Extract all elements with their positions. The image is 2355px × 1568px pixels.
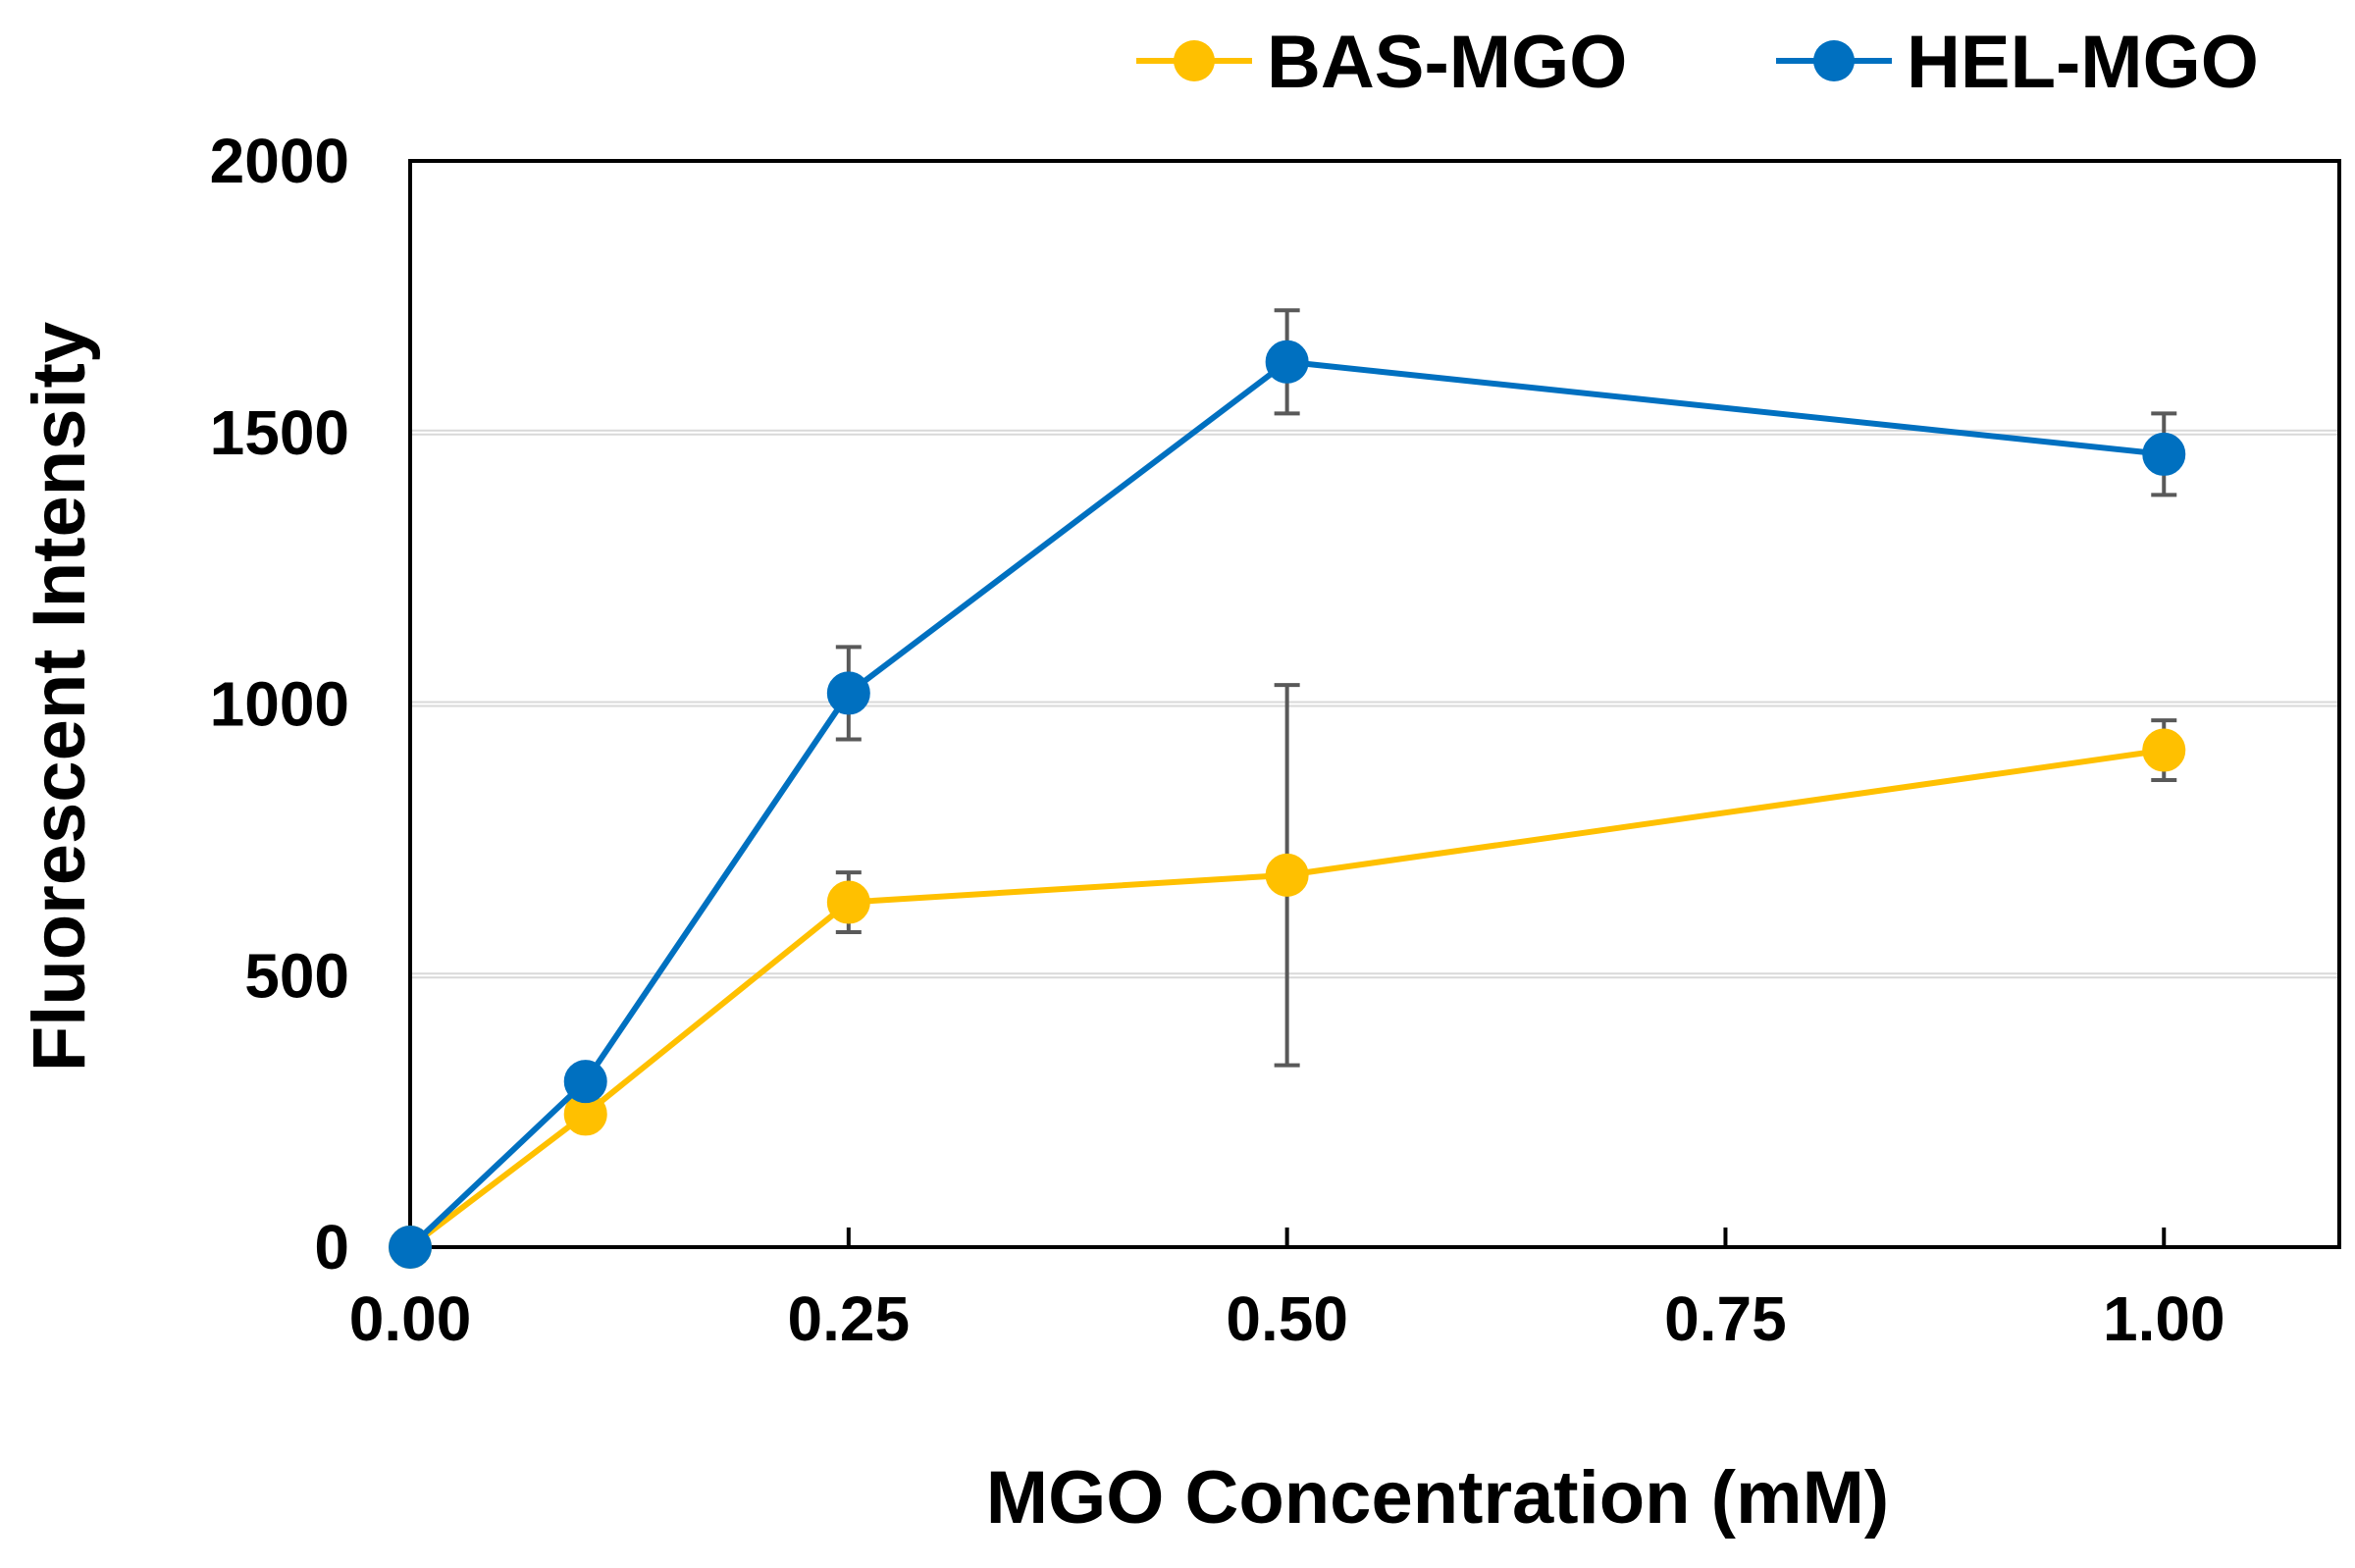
data-point bbox=[389, 1226, 432, 1269]
y-tick-label: 2000 bbox=[210, 126, 349, 196]
legend: BAS-MGO HEL-MGO bbox=[1136, 21, 2259, 104]
y-axis-label: Fluorescent Intensity bbox=[18, 322, 101, 1071]
legend-label: BAS-MGO bbox=[1267, 21, 1627, 104]
plot-area-frame bbox=[408, 159, 2341, 1249]
y-tick-label: 0 bbox=[314, 1212, 349, 1282]
series-HEL-MGO bbox=[389, 308, 2186, 1269]
series bbox=[389, 308, 2186, 1269]
x-tick-label: 0.00 bbox=[349, 1283, 472, 1354]
legend-marker bbox=[1813, 40, 1855, 81]
x-axis-label: MGO Concentration (mM) bbox=[986, 1456, 1889, 1540]
series-BAS-MGO bbox=[389, 683, 2186, 1269]
y-tick-label: 1000 bbox=[210, 669, 349, 740]
data-point bbox=[2142, 728, 2186, 772]
x-tick-label: 0.25 bbox=[788, 1283, 911, 1354]
data-point bbox=[1265, 340, 1309, 384]
data-point bbox=[1265, 853, 1309, 897]
data-point bbox=[563, 1060, 607, 1104]
data-point bbox=[826, 671, 870, 715]
y-tick-label: 500 bbox=[244, 940, 349, 1011]
legend-label: HEL-MGO bbox=[1907, 21, 2259, 104]
x-tick-label: 1.00 bbox=[2103, 1283, 2225, 1354]
data-point bbox=[2142, 432, 2186, 476]
y-tick-label: 1500 bbox=[210, 397, 349, 468]
legend-marker bbox=[1174, 40, 1215, 81]
data-point bbox=[826, 880, 870, 924]
x-tick-label: 0.50 bbox=[1226, 1283, 1348, 1354]
gridlines bbox=[410, 429, 2339, 979]
axis-ticks: 0 500 1000 1500 2000 0.00 0.25 0.50 0.75 1.00 bbox=[210, 126, 2225, 1354]
x-tick-label: 0.75 bbox=[1664, 1283, 1787, 1354]
